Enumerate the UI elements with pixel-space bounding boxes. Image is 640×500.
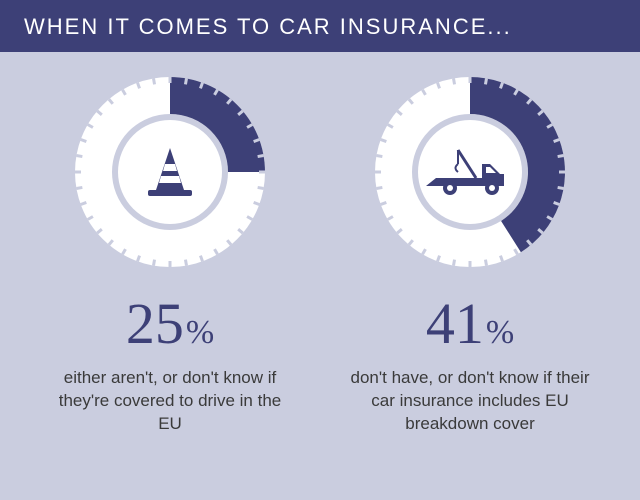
title-text: WHEN IT COMES TO CAR INSURANCE... bbox=[24, 14, 512, 39]
stat-eu-breakdown: 41 % don't have, or don't know if their … bbox=[340, 72, 600, 436]
percent-sign: % bbox=[186, 314, 214, 352]
percent-number: 25 bbox=[126, 290, 184, 357]
title-bar: WHEN IT COMES TO CAR INSURANCE... bbox=[0, 0, 640, 52]
percent-number: 41 bbox=[426, 290, 484, 357]
donut-eu-drive bbox=[70, 72, 270, 272]
percent-line: 25 % bbox=[126, 290, 214, 357]
infographic-page: WHEN IT COMES TO CAR INSURANCE... 25 % e… bbox=[0, 0, 640, 500]
caption-eu-drive: either aren't, or don't know if they're … bbox=[40, 367, 300, 436]
donut-svg bbox=[70, 72, 270, 272]
stat-eu-drive: 25 % either aren't, or don't know if the… bbox=[40, 72, 300, 436]
donut-eu-breakdown bbox=[370, 72, 570, 272]
stats-row: 25 % either aren't, or don't know if the… bbox=[0, 52, 640, 436]
percent-sign: % bbox=[486, 314, 514, 352]
donut-svg bbox=[370, 72, 570, 272]
caption-eu-breakdown: don't have, or don't know if their car i… bbox=[340, 367, 600, 436]
percent-line: 41 % bbox=[426, 290, 514, 357]
